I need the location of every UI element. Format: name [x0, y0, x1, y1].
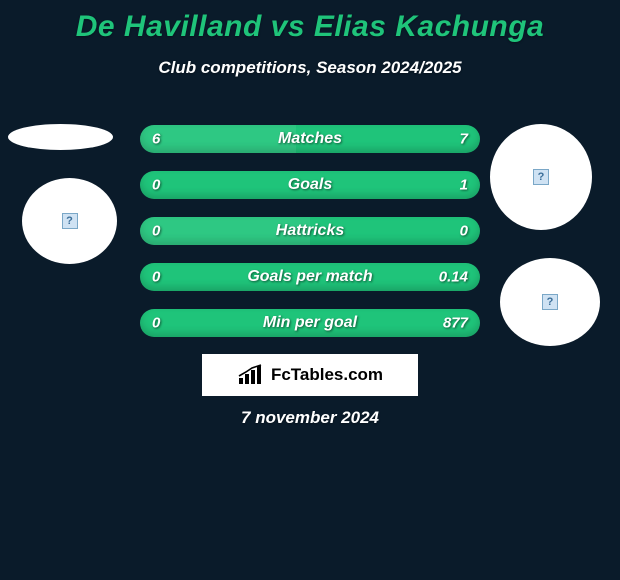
comparison-subtitle: Club competitions, Season 2024/2025	[0, 58, 620, 78]
brand-text: FcTables.com	[271, 365, 383, 385]
snapshot-date: 7 november 2024	[0, 408, 620, 428]
stat-label: Min per goal	[263, 314, 357, 332]
stat-label: Goals per match	[247, 268, 372, 286]
stat-bar-hattricks: 0 Hattricks 0	[140, 217, 480, 245]
stat-bar-fill-left	[140, 125, 296, 153]
stat-right-value: 0.14	[439, 269, 468, 286]
player-right-avatar-placeholder-2	[500, 258, 600, 346]
stat-label: Matches	[278, 130, 342, 148]
comparison-title: De Havilland vs Elias Kachunga	[0, 0, 620, 44]
stats-comparison-card: { "colors": { "background": "#0a1b2a", "…	[0, 0, 620, 580]
image-placeholder-icon	[62, 213, 78, 229]
player-right-avatar-placeholder-1	[490, 124, 592, 230]
stat-right-value: 0	[460, 223, 468, 240]
stat-left-value: 0	[152, 223, 160, 240]
stat-bar-goals: 0 Goals 1	[140, 171, 480, 199]
stat-left-value: 0	[152, 177, 160, 194]
stat-bar-min-per-goal: 0 Min per goal 877	[140, 309, 480, 337]
stat-left-value: 0	[152, 269, 160, 286]
brand-badge[interactable]: FcTables.com	[202, 354, 418, 396]
stat-bar-goals-per-match: 0 Goals per match 0.14	[140, 263, 480, 291]
image-placeholder-icon	[533, 169, 549, 185]
player-left-avatar-placeholder	[22, 178, 117, 264]
stat-left-value: 0	[152, 315, 160, 332]
stat-label: Hattricks	[276, 222, 344, 240]
stat-right-value: 1	[460, 177, 468, 194]
image-placeholder-icon	[542, 294, 558, 310]
brand-chart-icon	[237, 364, 265, 386]
stat-left-value: 6	[152, 131, 160, 148]
stat-right-value: 877	[443, 315, 468, 332]
stat-label: Goals	[288, 176, 332, 194]
stat-bars: 6 Matches 7 0 Goals 1 0 Hattricks 0 0 Go…	[140, 125, 480, 355]
stat-bar-matches: 6 Matches 7	[140, 125, 480, 153]
stat-right-value: 7	[460, 131, 468, 148]
player-left-ellipse	[8, 124, 113, 150]
